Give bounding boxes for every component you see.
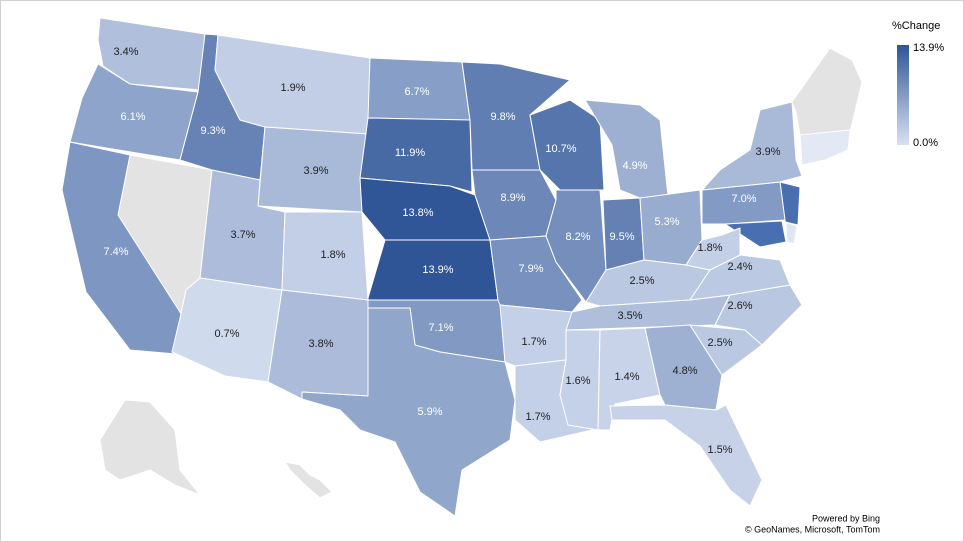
attribution: Powered by Bing (812, 513, 880, 523)
region-label: 9.5% (609, 231, 634, 243)
legend-label: 13.9% (913, 42, 944, 54)
region-label: 7.1% (428, 322, 453, 334)
region-label: 1.8% (697, 242, 722, 254)
legend-title: %Change (892, 20, 940, 32)
region-label: 13.9% (422, 264, 453, 276)
no-data-region (283, 461, 333, 499)
region (301, 307, 516, 517)
region-label: 2.5% (707, 337, 732, 349)
region-label: 7.9% (518, 263, 543, 275)
region-label: 8.9% (500, 192, 525, 204)
region (685, 227, 741, 271)
region-label: 1.7% (521, 336, 546, 348)
region-label: 6.7% (404, 86, 429, 98)
region-label: 9.3% (200, 125, 225, 137)
region-label: 5.9% (417, 406, 442, 418)
no-data-areas (99, 47, 863, 499)
region-label: 1.8% (320, 249, 345, 261)
region-label: 1.7% (525, 411, 550, 423)
region-label: 13.8% (402, 207, 433, 219)
attribution: © GeoNames, Microsoft, TomTom (745, 524, 880, 534)
region-label: 4.8% (672, 365, 697, 377)
small-region (785, 221, 798, 245)
region-label: 1.6% (565, 375, 590, 387)
region-label: 1.9% (280, 82, 305, 94)
region (529, 99, 605, 191)
region-label: 0.7% (214, 328, 239, 340)
region-labels: 3.4% 6.1% 7.4% 9.3% 1.9% 3.9% 3.7% 0.7% 1.8% 3.8%… (103, 46, 780, 456)
regions (61, 17, 803, 517)
no-data-region (99, 399, 202, 497)
no-data-region (791, 47, 863, 136)
region-label: 7.4% (103, 246, 128, 258)
region (359, 117, 473, 193)
legend-gradient (897, 45, 909, 145)
region-label: 3.5% (617, 310, 642, 322)
region-label: 1.5% (707, 444, 732, 456)
region-label: 2.4% (727, 261, 752, 273)
region-label: 5.3% (654, 216, 679, 228)
region (545, 189, 607, 303)
region-label: 7.0% (731, 193, 756, 205)
region-label: 9.8% (490, 111, 515, 123)
region-label: 3.7% (230, 229, 255, 241)
region (701, 101, 803, 191)
small-region (723, 220, 787, 248)
region-label: 10.7% (545, 143, 576, 155)
region-label: 1.4% (614, 371, 639, 383)
legend-label: 0.0% (913, 137, 938, 149)
region-label: 2.6% (727, 300, 752, 312)
region-label: 4.9% (622, 160, 647, 172)
small-region (799, 129, 851, 166)
region (609, 404, 763, 507)
region-label: 8.2% (565, 231, 590, 243)
region-label: 2.5% (629, 275, 654, 287)
region-label: 11.9% (395, 147, 426, 159)
region-label: 3.9% (303, 165, 328, 177)
region-label: 3.4% (113, 46, 138, 58)
region-label: 3.8% (308, 338, 333, 350)
region-label: 6.1% (120, 111, 145, 123)
region-label: 3.9% (755, 146, 780, 158)
